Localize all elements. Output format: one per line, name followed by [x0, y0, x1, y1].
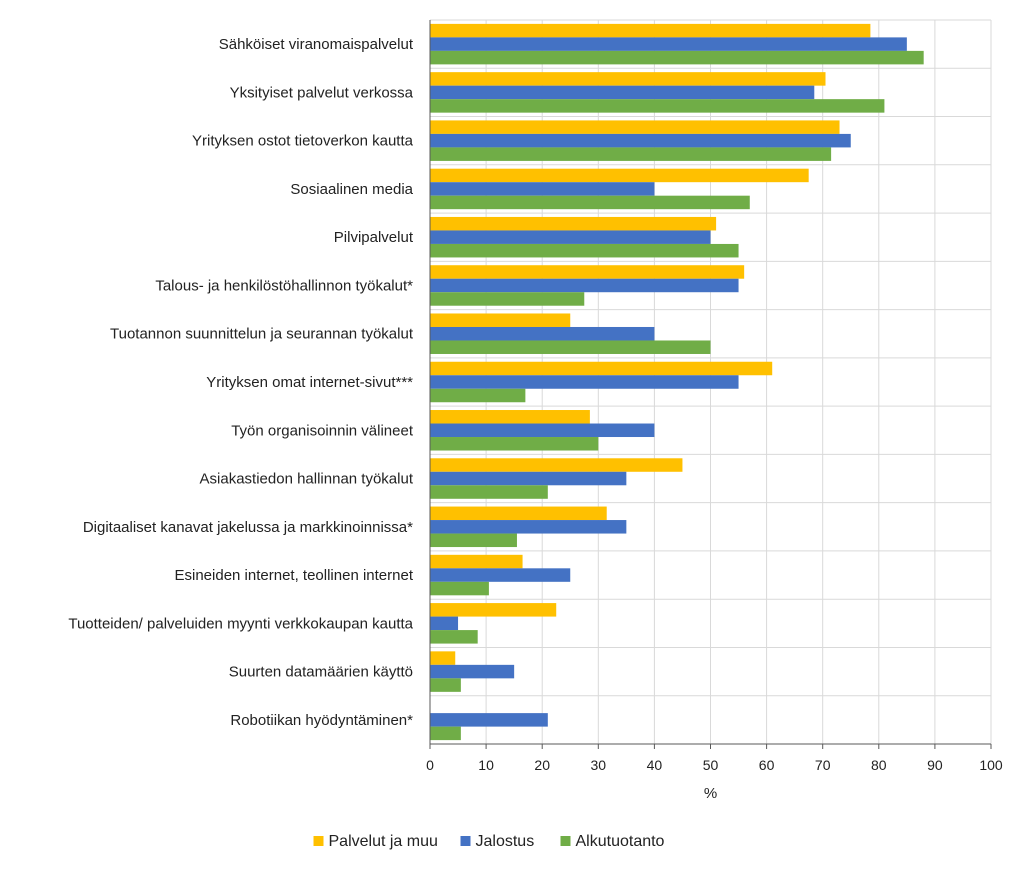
- x-tick-label: 90: [927, 757, 943, 773]
- x-axis-title: %: [704, 785, 717, 802]
- bar-palvelut: [430, 120, 840, 134]
- bar-jalostus: [430, 471, 627, 486]
- legend-swatch-palvelut: [313, 836, 324, 846]
- bar-palvelut: [430, 313, 571, 327]
- category-label: Esineiden internet, teollinen internet: [175, 567, 414, 584]
- x-tick-label: 100: [979, 757, 1003, 773]
- category-label: Tuotannon suunnittelun ja seurannan työk…: [110, 326, 414, 343]
- x-tick-label: 30: [591, 757, 607, 773]
- bar-palvelut: [430, 361, 773, 376]
- bar-alkutuotanto: [430, 340, 711, 354]
- legend-label: Alkutuotanto: [576, 833, 665, 850]
- category-label: Yrityksen ostot tietoverkon kautta: [192, 133, 414, 150]
- bar-palvelut: [430, 72, 826, 86]
- legend-swatch-alkutuotanto: [560, 836, 571, 846]
- x-tick-label: 50: [703, 757, 719, 773]
- bar-alkutuotanto: [430, 147, 832, 161]
- bar-alkutuotanto: [430, 581, 489, 596]
- category-labels: Sähköiset viranomaispalvelut Yksityiset p…: [68, 36, 413, 729]
- bar-alkutuotanto: [430, 485, 548, 499]
- bar-jalostus: [430, 230, 711, 244]
- category-label: Asiakastiedon hallinnan työkalut: [200, 471, 414, 488]
- legend: Palvelut ja muu Jalostus Alkutuotanto: [313, 833, 665, 850]
- x-tick-label: 70: [815, 757, 831, 773]
- bar-alkutuotanto: [430, 50, 924, 65]
- x-tick-label: 0: [426, 757, 434, 773]
- bar-palvelut: [430, 651, 456, 665]
- category-label: Tuotteiden/ palveluiden myynti verkkokau…: [68, 615, 413, 632]
- bar-jalostus: [430, 375, 739, 389]
- bar-jalostus: [430, 520, 627, 534]
- bar-jalostus: [430, 568, 571, 582]
- x-tick-label: 40: [647, 757, 663, 773]
- bar-jalostus: [430, 326, 655, 341]
- bar-palvelut: [430, 458, 683, 472]
- category-label: Sosiaalinen media: [290, 181, 413, 198]
- legend-label: Jalostus: [476, 833, 535, 850]
- bar-jalostus: [430, 37, 907, 51]
- bar-alkutuotanto: [430, 292, 585, 306]
- axes: [429, 20, 992, 749]
- bar-alkutuotanto: [430, 99, 885, 113]
- bar-jalostus: [430, 133, 851, 148]
- category-label: Pilvipalvelut: [334, 229, 414, 246]
- tick-labels: 0 10 20 30 40 50 60 70 80 90 100: [426, 757, 1003, 773]
- bar-alkutuotanto: [430, 243, 739, 258]
- bar-alkutuotanto: [430, 678, 461, 692]
- category-label: Suurten datamäärien käyttö: [229, 664, 413, 681]
- x-tick-label: 60: [759, 757, 775, 773]
- category-label: Yrityksen omat internet-sivut***: [206, 374, 413, 391]
- bar-jalostus: [430, 423, 655, 438]
- bars: [430, 23, 924, 741]
- bar-jalostus: [430, 85, 815, 100]
- bar-jalostus: [430, 182, 655, 196]
- x-tick-label: 80: [871, 757, 887, 773]
- bar-alkutuotanto: [430, 437, 599, 451]
- bar-alkutuotanto: [430, 533, 517, 548]
- legend-label: Palvelut ja muu: [329, 833, 438, 850]
- bar-jalostus: [430, 713, 548, 727]
- bar-palvelut: [430, 265, 745, 279]
- bar-palvelut: [430, 603, 557, 617]
- category-label: Sähköiset viranomaispalvelut: [219, 36, 414, 53]
- bar-alkutuotanto: [430, 726, 461, 741]
- category-label: Yksityiset palvelut verkossa: [230, 84, 414, 101]
- category-label: Digitaaliset kanavat jakelussa ja markki…: [83, 519, 413, 536]
- bar-palvelut: [430, 410, 590, 424]
- category-label: Työn organisoinnin välineet: [231, 422, 414, 439]
- bar-jalostus: [430, 616, 459, 631]
- bar-alkutuotanto: [430, 630, 478, 644]
- category-label: Robotiikan hyödyntäminen*: [230, 712, 413, 729]
- category-label: Talous- ja henkilöstöhallinnon työkalut*: [155, 277, 413, 294]
- x-tick-label: 10: [478, 757, 494, 773]
- bar-alkutuotanto: [430, 195, 750, 210]
- legend-swatch-jalostus: [460, 836, 471, 846]
- x-tick-label: 20: [534, 757, 550, 773]
- bar-jalostus: [430, 664, 515, 679]
- bar-palvelut: [430, 506, 607, 521]
- bar-palvelut: [430, 168, 809, 183]
- bar-alkutuotanto: [430, 388, 526, 403]
- bar-palvelut: [430, 216, 717, 231]
- bar-palvelut: [430, 554, 523, 569]
- bar-palvelut: [430, 23, 871, 38]
- bar-jalostus: [430, 278, 739, 293]
